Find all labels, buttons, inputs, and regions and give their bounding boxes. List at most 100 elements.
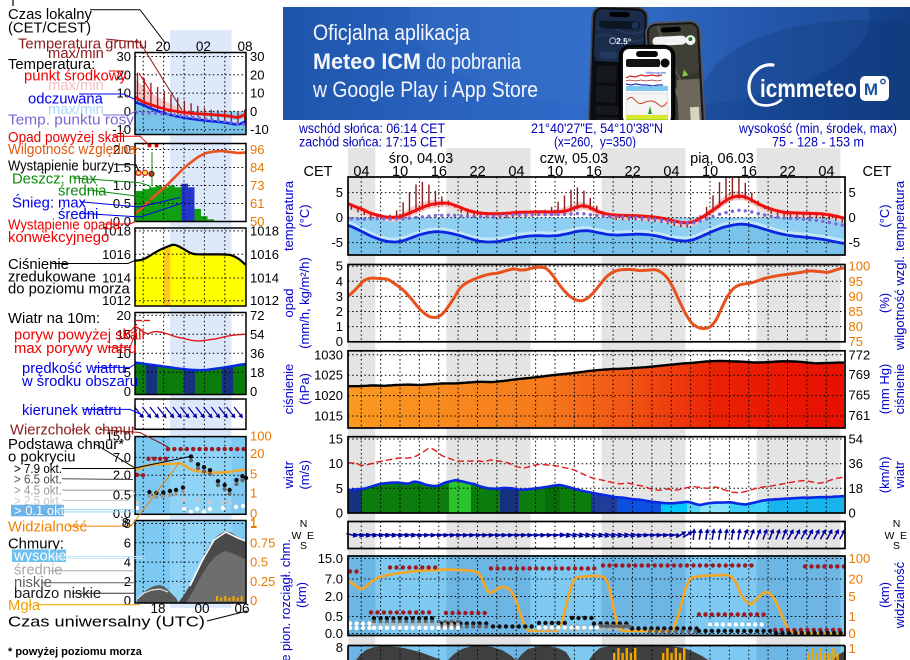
- svg-text:(°C): (°C): [297, 204, 312, 227]
- svg-text:4: 4: [124, 555, 131, 570]
- svg-text:0: 0: [336, 506, 343, 521]
- svg-text:95: 95: [849, 274, 863, 289]
- svg-text:> 7.9 okt.: > 7.9 okt.: [14, 461, 62, 476]
- svg-text:(km/h): (km/h): [877, 456, 892, 493]
- svg-text:0: 0: [336, 210, 343, 225]
- svg-text:15.0: 15.0: [318, 551, 343, 566]
- svg-text:> 0.1 okt.: > 0.1 okt.: [14, 503, 68, 518]
- svg-text:04: 04: [818, 164, 834, 180]
- svg-text:1012: 1012: [250, 293, 279, 308]
- svg-text:21°40'27"E, 54°10'38"N: 21°40'27"E, 54°10'38"N: [531, 121, 663, 136]
- svg-text:> 2.5 okt.: > 2.5 okt.: [14, 493, 62, 508]
- svg-text:Wierzchołek chmur: Wierzchołek chmur: [10, 423, 136, 439]
- svg-text:max/min: max/min: [48, 46, 104, 62]
- svg-text:max/min: max/min: [48, 102, 104, 118]
- svg-text:icmmeteo: icmmeteo: [760, 75, 857, 103]
- svg-text:bardzo niskie: bardzo niskie: [14, 586, 101, 602]
- svg-text:0: 0: [124, 593, 131, 608]
- svg-text:(°C): (°C): [877, 204, 892, 227]
- svg-text:04: 04: [663, 164, 679, 180]
- svg-text:20: 20: [250, 67, 264, 82]
- svg-text:10: 10: [250, 86, 264, 101]
- svg-text:7.0: 7.0: [113, 450, 131, 465]
- svg-text:2.0: 2.0: [325, 589, 343, 604]
- svg-text:5: 5: [336, 481, 343, 496]
- svg-text:100: 100: [849, 551, 871, 566]
- svg-text:4: 4: [336, 274, 343, 289]
- svg-text:1016: 1016: [102, 247, 131, 262]
- svg-text:1016: 1016: [250, 247, 279, 262]
- svg-text:7.0: 7.0: [325, 572, 343, 587]
- svg-text:10: 10: [392, 164, 408, 180]
- svg-text:Czas uniwersalny (UTC): Czas uniwersalny (UTC): [8, 614, 205, 631]
- svg-text:E: E: [900, 530, 907, 542]
- svg-text:84: 84: [250, 160, 264, 175]
- svg-text:E: E: [307, 530, 314, 542]
- svg-text:85: 85: [849, 304, 863, 319]
- svg-text:16: 16: [431, 164, 447, 180]
- svg-text:54: 54: [250, 327, 264, 342]
- svg-text:(mm/h, kg/m²/h): (mm/h, kg/m²/h): [297, 257, 312, 349]
- svg-text:(m/s): (m/s): [297, 460, 312, 490]
- svg-text:04: 04: [353, 164, 369, 180]
- svg-text:15: 15: [329, 432, 343, 447]
- svg-text:1: 1: [336, 319, 343, 334]
- svg-text:zredukowane: zredukowane: [8, 269, 96, 285]
- svg-text:1020: 1020: [314, 388, 343, 403]
- svg-text:0: 0: [250, 104, 257, 119]
- svg-text:0: 0: [124, 384, 131, 399]
- svg-text:2.5°: 2.5°: [616, 36, 632, 47]
- svg-text:1.5: 1.5: [113, 160, 131, 175]
- svg-text:0: 0: [250, 593, 257, 608]
- svg-text:temperatura: temperatura: [892, 180, 907, 251]
- svg-text:5: 5: [849, 185, 856, 200]
- svg-text:odczuwana: odczuwana: [28, 92, 104, 108]
- svg-text:max/min: max/min: [48, 78, 104, 94]
- svg-text:(hPa): (hPa): [297, 373, 312, 405]
- svg-text:do pobrania: do pobrania: [426, 49, 522, 74]
- svg-text:73: 73: [250, 178, 264, 193]
- svg-text:Wystąpienie burzy: Wystąpienie burzy: [8, 158, 115, 174]
- svg-text:N: N: [893, 518, 901, 530]
- svg-text:0: 0: [849, 626, 856, 641]
- svg-text:Temperatura:: Temperatura:: [8, 57, 95, 73]
- svg-text:(%): (%): [877, 293, 892, 313]
- svg-text:10: 10: [117, 86, 131, 101]
- svg-text:90: 90: [849, 289, 863, 304]
- svg-text:widzialność: widzialność: [892, 561, 907, 629]
- svg-text:75: 75: [849, 334, 863, 349]
- svg-text:CET: CET: [863, 164, 892, 180]
- svg-text:średni: średni: [58, 207, 98, 223]
- svg-text:61: 61: [250, 196, 264, 211]
- svg-text:2: 2: [336, 304, 343, 319]
- svg-text:1015: 1015: [314, 409, 343, 424]
- svg-text:średnie: średnie: [14, 563, 63, 579]
- svg-text:1012: 1012: [102, 293, 131, 308]
- svg-text:poryw powyżej skali: poryw powyżej skali: [14, 328, 145, 344]
- svg-text:śro, 04.03: śro, 04.03: [389, 151, 454, 167]
- svg-text:0: 0: [849, 506, 856, 521]
- svg-text:772: 772: [849, 348, 871, 363]
- svg-text:S: S: [893, 540, 900, 552]
- svg-text:1014: 1014: [102, 271, 131, 286]
- svg-text:Meteo ICM: Meteo ICM: [313, 49, 421, 74]
- svg-text:wiatr: wiatr: [281, 460, 296, 489]
- svg-text:W: W: [292, 530, 302, 542]
- svg-text:Widzialność: Widzialność: [8, 519, 88, 535]
- svg-text:1018: 1018: [102, 223, 131, 238]
- svg-text:765: 765: [849, 388, 871, 403]
- svg-text:Meteogram: Meteogram: [646, 70, 667, 75]
- svg-text:ciśnienie: ciśnienie: [892, 364, 907, 415]
- svg-text:1014: 1014: [250, 271, 279, 286]
- svg-text:wiatr: wiatr: [892, 460, 907, 489]
- svg-text:-5: -5: [331, 235, 343, 250]
- svg-text:0.5: 0.5: [113, 487, 131, 502]
- svg-text:Temperatura gruntu: Temperatura gruntu: [18, 37, 147, 53]
- svg-text:8: 8: [124, 516, 131, 531]
- svg-text:(CET/CEST): (CET/CEST): [8, 20, 91, 36]
- svg-text:niskie: niskie: [14, 575, 52, 591]
- svg-text:20: 20: [849, 572, 863, 587]
- svg-text:10: 10: [702, 164, 718, 180]
- svg-text:(km): (km): [294, 582, 309, 608]
- svg-text:e: e: [278, 654, 293, 660]
